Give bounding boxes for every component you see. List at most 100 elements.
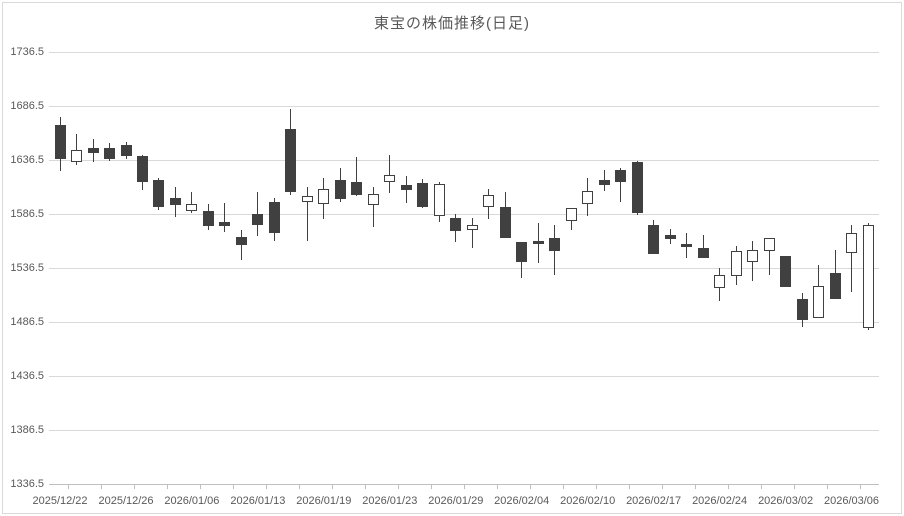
candle-wick [224, 202, 226, 232]
candle-body [747, 250, 759, 263]
x-axis-date-label: 2026/02/04 [494, 495, 550, 507]
candle-body [813, 285, 824, 319]
y-axis-tick-label: 1686.5 [10, 100, 44, 112]
candle-body [202, 211, 214, 227]
x-axis-date-label: 2026/01/29 [428, 495, 484, 507]
candle-body [417, 183, 429, 207]
candle-body [631, 161, 643, 214]
candle-body [549, 238, 561, 252]
x-axis-tick [101, 484, 103, 489]
x-axis-tick [332, 484, 334, 489]
chart-title: 東宝の株価推移(日足) [374, 15, 530, 32]
candle-body [598, 180, 610, 186]
candle-body [318, 188, 330, 204]
candle-body [301, 196, 313, 202]
candle-wick [76, 133, 77, 165]
y-axis-tick-label: 1386.5 [10, 424, 44, 436]
candle-body [104, 147, 115, 160]
candle-body [664, 235, 676, 240]
candle-body [400, 185, 412, 190]
x-axis-date-label: 2025/12/22 [32, 495, 88, 507]
x-axis-tick [760, 484, 762, 489]
candle-wick [851, 225, 852, 293]
candle-wick [191, 191, 193, 214]
candle-body [582, 190, 594, 204]
candle-body [714, 275, 726, 288]
y-axis-tick-label: 1436.5 [10, 370, 44, 382]
candle-body [829, 272, 841, 299]
candle-body [136, 156, 148, 183]
candle-body [499, 207, 511, 239]
x-axis-date-label: 2026/01/23 [362, 495, 418, 507]
x-axis-tick [167, 484, 169, 489]
candle-body [730, 251, 742, 277]
candle-body [87, 147, 99, 153]
x-axis-date-label: 2026/01/06 [164, 495, 220, 507]
candle-body [450, 217, 462, 231]
candle-body [532, 240, 544, 244]
candle-wick [471, 217, 473, 248]
y-axis-tick-label: 1586.5 [10, 208, 44, 220]
candle-body [796, 298, 808, 321]
x-axis-tick [431, 484, 432, 489]
gridline [49, 51, 879, 53]
x-axis-tick [134, 484, 136, 489]
candle-body [648, 225, 660, 255]
gridline [49, 105, 879, 107]
x-axis-tick [628, 484, 630, 489]
x-axis-date-label: 2026/01/19 [296, 495, 352, 507]
candle-wick [620, 168, 622, 202]
candle-body [334, 180, 346, 200]
y-axis-tick-label: 1336.5 [10, 478, 44, 490]
candle-body [615, 170, 627, 183]
candle-body [763, 238, 775, 252]
candle-wick [356, 157, 358, 197]
gridline [49, 159, 879, 161]
candle-wick [372, 186, 374, 227]
candle-body [186, 203, 198, 212]
x-axis-tick [398, 484, 399, 489]
x-axis-tick [793, 484, 795, 489]
candle-body [54, 124, 66, 160]
candle-body [565, 208, 577, 222]
x-axis-date-label: 2026/02/10 [560, 495, 616, 507]
x-axis-date-label: 2026/02/24 [692, 495, 748, 507]
candle-wick [702, 235, 704, 258]
candle-body [153, 180, 165, 207]
x-axis-tick [562, 484, 564, 489]
x-axis-tick [365, 484, 367, 489]
candle-body [252, 213, 264, 226]
candle-body [483, 195, 495, 207]
candle-body [384, 174, 396, 183]
x-axis-tick [826, 484, 828, 489]
x-axis-tick [464, 484, 465, 489]
gridline [49, 321, 879, 323]
candle-body [846, 232, 857, 254]
y-axis-tick-label: 1486.5 [10, 316, 44, 328]
candle-body [697, 248, 709, 258]
y-axis-tick-label: 1536.5 [10, 262, 44, 274]
x-axis-date-label: 2026/01/13 [230, 495, 286, 507]
y-axis-tick-label: 1736.5 [10, 46, 44, 58]
candle-wick [240, 229, 242, 260]
gridline [49, 267, 879, 269]
candle-body [681, 243, 693, 247]
candle-body [120, 145, 132, 157]
candle-body [268, 201, 280, 233]
x-axis-tick [497, 484, 498, 489]
x-axis-tick [233, 484, 235, 489]
gridline [49, 375, 879, 377]
candle-body [351, 182, 363, 196]
x-axis-tick [694, 484, 696, 489]
candle-body [367, 194, 379, 205]
candle-wick [389, 155, 391, 193]
candle-body [516, 241, 528, 262]
candle-body [285, 129, 297, 192]
gridline [49, 213, 879, 215]
x-axis-tick [266, 484, 268, 489]
x-axis-date-label: 2026/03/02 [758, 495, 814, 507]
x-axis-tick [859, 484, 861, 489]
candle-wick [306, 186, 308, 241]
